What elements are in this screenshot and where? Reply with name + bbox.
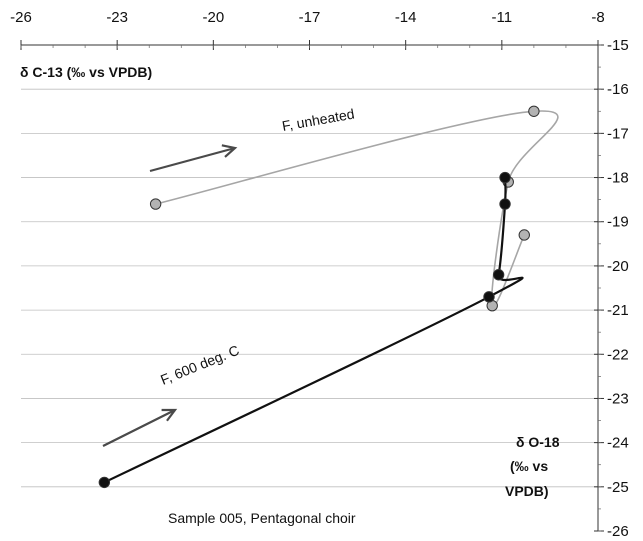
y-tick-label: -19: [607, 214, 629, 231]
x-tick-label: -8: [591, 9, 604, 26]
data-point: [98, 476, 111, 489]
x-axis: -26 -23 -20 -17 -14 -11 -8: [10, 9, 605, 50]
y-tick-label: -22: [607, 346, 629, 363]
x-axis-title-line-2: (‰ vs: [510, 458, 548, 474]
y-tick-label: -25: [607, 479, 629, 496]
data-point: [518, 229, 530, 241]
series-0: [149, 105, 559, 312]
y-axis-title: δ C-13 (‰ vs VPDB): [20, 64, 152, 80]
y-tick-label: -18: [607, 170, 629, 187]
y-axis: -15 -16 -17 -18 -19 -20 -21 -22 -23 -24 -25 -26: [594, 37, 629, 540]
data-point: [499, 171, 511, 184]
data-point: [149, 198, 162, 210]
arrow-shaft: [102, 409, 176, 447]
series-layer: [98, 105, 559, 489]
data-point: [483, 291, 495, 303]
y-tick-label: -16: [607, 81, 629, 98]
arrow-unheated: [149, 144, 238, 173]
y-tick-label: -20: [607, 258, 629, 275]
annotation-arrows: [102, 144, 238, 447]
y-tick-label: -23: [607, 390, 629, 407]
x-axis-title-line-1: δ O-18: [516, 434, 560, 450]
x-tick-label: -11: [492, 9, 513, 26]
gridlines: [21, 44, 598, 488]
series-label-heated: F, 600 deg. C: [158, 342, 241, 388]
x-axis-title-line-3: VPDB): [505, 483, 549, 499]
data-point: [499, 198, 511, 210]
data-point: [492, 269, 505, 281]
y-tick-label: -24: [607, 435, 629, 452]
y-tick-label: -15: [607, 37, 629, 54]
arrow-shaft: [149, 146, 236, 173]
x-tick-label: -20: [202, 9, 224, 26]
arrow-head: [161, 408, 178, 422]
arrow-head: [221, 144, 238, 158]
x-tick-label: -26: [10, 9, 32, 26]
x-tick-label: -17: [299, 9, 321, 26]
series-1: [98, 171, 524, 489]
data-point: [528, 105, 540, 117]
y-tick-label: -21: [607, 302, 629, 319]
y-tick-label: -26: [607, 523, 629, 540]
y-tick-label: -17: [607, 125, 629, 142]
series-label-unheated: F, unheated: [281, 105, 356, 133]
chart-caption: Sample 005, Pentagonal choir: [168, 510, 356, 526]
series-line: [103, 177, 524, 484]
arrow-heated: [102, 408, 178, 447]
x-tick-label: -14: [395, 9, 417, 26]
x-tick-label: -23: [106, 9, 128, 26]
